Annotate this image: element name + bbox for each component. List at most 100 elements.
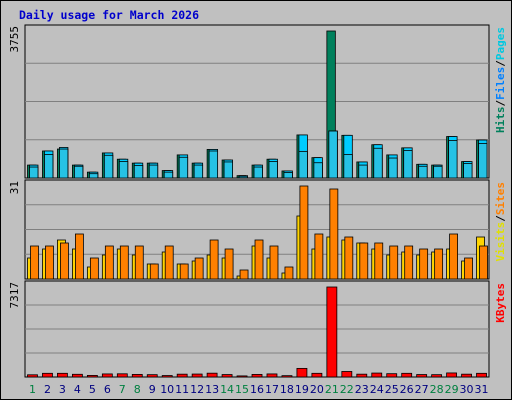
sites-bar xyxy=(464,257,473,280)
day-label: 15 xyxy=(235,383,249,396)
day-label: 4 xyxy=(74,383,81,396)
kbytes-bar xyxy=(296,367,308,378)
day-label: 13 xyxy=(205,383,219,396)
pages-bar xyxy=(59,148,69,179)
sites-bar xyxy=(314,233,324,280)
pages-bar xyxy=(208,150,219,179)
legend-entry: Sites xyxy=(494,182,507,215)
day-label: 1 xyxy=(29,383,36,396)
sites-bar xyxy=(45,245,54,280)
kbytes-bar xyxy=(161,375,173,378)
kbytes-bar xyxy=(27,374,38,378)
sites-bar xyxy=(239,269,249,280)
sites-bar xyxy=(404,245,414,280)
kbytes-bar xyxy=(42,372,53,378)
legend-entry: Visits xyxy=(494,222,507,262)
day-label: 6 xyxy=(104,383,111,396)
day-label: 27 xyxy=(415,383,429,396)
pages-bar xyxy=(238,176,248,179)
day-label: 18 xyxy=(280,383,294,396)
sites-bar xyxy=(449,233,458,280)
legend-entry: Files xyxy=(494,67,507,100)
pages-bar xyxy=(448,140,458,179)
pages-bar xyxy=(74,165,84,179)
sites-bar xyxy=(149,263,159,280)
sites-bar xyxy=(75,233,84,280)
sites-bar xyxy=(479,245,488,280)
day-label: 10 xyxy=(160,383,174,396)
legend-entry: / xyxy=(494,215,507,222)
legend-entry: Hits xyxy=(494,107,507,134)
kbytes-bar xyxy=(341,371,353,378)
day-label: 2 xyxy=(44,383,51,396)
kbytes-bar xyxy=(206,372,218,378)
kbytes-bar xyxy=(461,373,472,378)
sites-bar xyxy=(374,242,384,280)
pages-bar xyxy=(463,163,473,179)
kbytes-bar xyxy=(236,375,248,378)
kbytes-bar xyxy=(131,374,143,378)
sites-bar xyxy=(119,245,129,280)
day-label: 30 xyxy=(460,383,474,396)
sites-bar xyxy=(344,236,354,280)
pages-bar xyxy=(418,165,428,179)
day-label: 20 xyxy=(310,383,324,396)
sites-bar xyxy=(389,245,399,280)
legend-entry: KBytes xyxy=(494,283,507,323)
pages-bar xyxy=(193,164,204,179)
day-label: 31 xyxy=(475,383,489,396)
kbytes-bar xyxy=(146,374,158,378)
day-label: 26 xyxy=(400,383,414,396)
kbytes-bar xyxy=(72,373,83,378)
sites-bar xyxy=(89,257,99,280)
sites-bar xyxy=(284,266,294,280)
kbytes-bar xyxy=(191,373,203,378)
kbytes-bar xyxy=(431,374,443,378)
sites-bar xyxy=(329,188,339,280)
pages-bar xyxy=(178,156,189,179)
legend-entry: Pages xyxy=(494,27,507,60)
kbytes-bar xyxy=(57,372,68,378)
kbytes-bar xyxy=(416,374,428,378)
pages-bar xyxy=(148,164,159,179)
sites-bar xyxy=(299,185,309,280)
day-label: 11 xyxy=(175,383,189,396)
legend-kbytes: KBytes xyxy=(494,283,507,323)
day-label: 14 xyxy=(220,383,234,396)
pages-bar xyxy=(253,166,263,179)
pages-bar xyxy=(44,154,54,179)
kbytes-bar xyxy=(221,374,233,378)
kbytes-bar xyxy=(176,373,188,378)
day-label: 12 xyxy=(190,383,204,396)
day-label: 8 xyxy=(134,383,141,396)
day-label: 24 xyxy=(370,383,384,396)
sites-bar xyxy=(104,245,114,280)
kbytes-bar xyxy=(386,373,398,378)
kbytes-bar xyxy=(371,372,383,378)
legend-entry: / xyxy=(494,60,507,67)
kbytes-bar xyxy=(281,375,293,378)
day-label: 22 xyxy=(340,383,354,396)
pages-bar xyxy=(88,173,99,179)
sites-bar xyxy=(359,242,369,280)
day-label: 9 xyxy=(149,383,156,396)
pages-bar xyxy=(388,157,398,179)
day-label: 16 xyxy=(250,383,264,396)
day-label: 23 xyxy=(355,383,369,396)
sites-bar xyxy=(194,257,204,280)
sites-bar xyxy=(179,263,189,280)
legend-visits-sites: Visits/Sites xyxy=(494,182,507,262)
pages-bar xyxy=(118,161,129,179)
pages-bar xyxy=(298,150,308,179)
day-label: 3 xyxy=(59,383,66,396)
pages-bar xyxy=(403,150,413,179)
pages-bar xyxy=(283,172,293,179)
pages-bar xyxy=(343,154,353,179)
kbytes-bar xyxy=(86,375,98,378)
day-label: 17 xyxy=(265,383,279,396)
sites-bar xyxy=(434,248,444,280)
kbytes-bar xyxy=(326,286,338,378)
sites-bar xyxy=(224,248,234,280)
day-label: 25 xyxy=(385,383,399,396)
